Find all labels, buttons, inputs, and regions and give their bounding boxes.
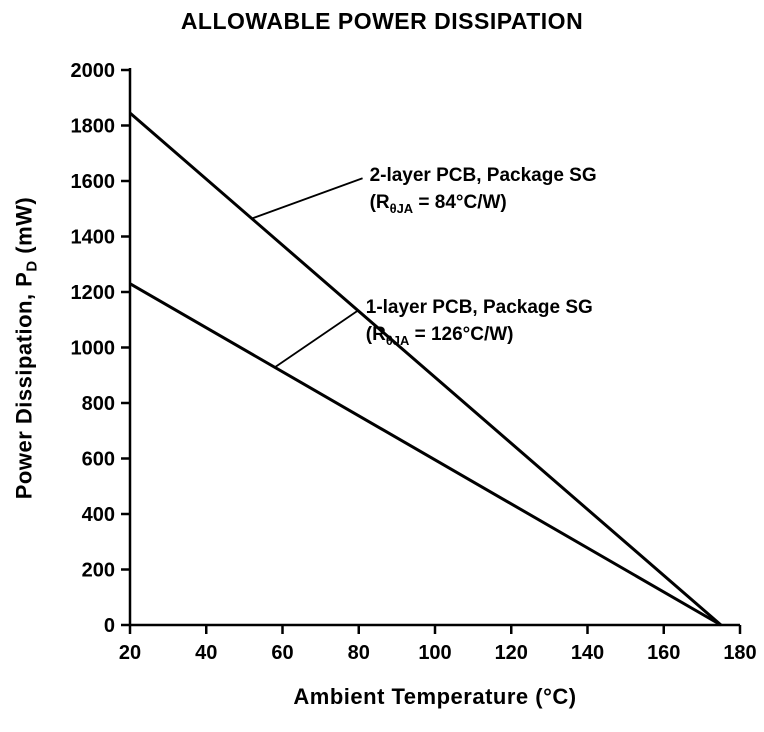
annotation-leader-0 <box>251 177 363 220</box>
y-tick-label: 2000 <box>71 60 116 82</box>
x-tick-label: 60 <box>271 642 293 664</box>
y-tick-label: 0 <box>104 615 115 637</box>
x-tick-label: 80 <box>348 642 370 664</box>
y-tick-label: 200 <box>82 560 115 582</box>
annotation-text-0-line-0: 2-layer PCB, Package SG <box>370 165 597 186</box>
annotation-text-1-line-1: (RθJA = 126°C/W) <box>366 324 514 348</box>
y-tick-label: 1400 <box>71 227 116 249</box>
annotation-text-1-line-0: 1-layer PCB, Package SG <box>366 297 593 318</box>
x-tick-label: 140 <box>571 642 604 664</box>
y-tick-label: 1000 <box>71 338 116 360</box>
x-tick-label: 180 <box>723 642 756 664</box>
y-tick-label: 1200 <box>71 282 116 304</box>
x-tick-label: 160 <box>647 642 680 664</box>
annotation-text-0-line-1: (RθJA = 84°C/W) <box>370 192 507 216</box>
series-line-1 <box>129 282 722 627</box>
x-tick-label: 40 <box>195 642 217 664</box>
y-tick-label: 400 <box>82 504 115 526</box>
annotation-leader-1 <box>274 309 360 368</box>
series-line-0 <box>129 111 722 627</box>
y-tick-label: 1800 <box>71 116 116 138</box>
x-tick-label: 100 <box>418 642 451 664</box>
x-tick-label: 120 <box>495 642 528 664</box>
x-tick-label: 20 <box>119 642 141 664</box>
chart-title: ALLOWABLE POWER DISSIPATION <box>180 8 584 34</box>
y-tick-label: 600 <box>82 449 115 471</box>
y-tick-label: 1600 <box>71 171 116 193</box>
x-axis-label: Ambient Temperature (°C) <box>293 684 577 709</box>
y-tick-label: 800 <box>82 393 115 415</box>
